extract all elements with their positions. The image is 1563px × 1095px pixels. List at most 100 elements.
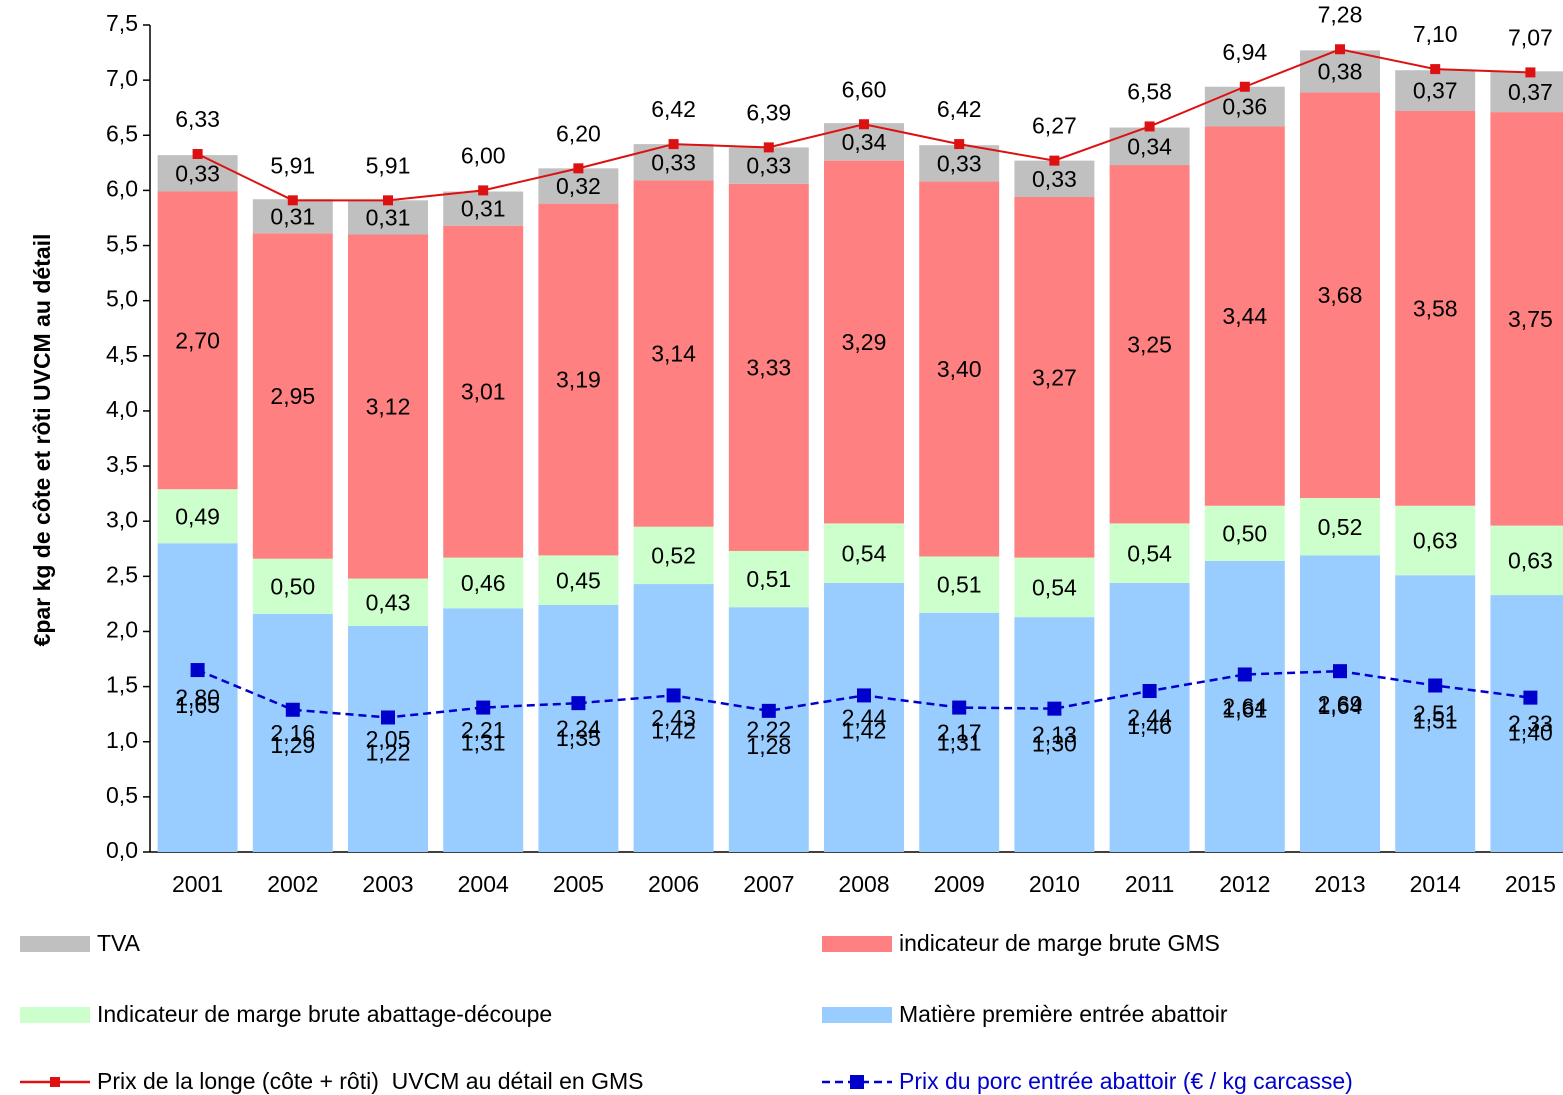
data-label: 1,61 <box>1222 697 1267 723</box>
bar-segment <box>824 523 904 583</box>
data-label: 6,00 <box>461 142 506 168</box>
bar-segment <box>1109 523 1190 583</box>
bar-segment <box>348 578 428 626</box>
bar-segment <box>538 555 619 606</box>
bar-segment <box>728 607 809 852</box>
data-label: 3,01 <box>461 379 506 405</box>
bar-segment <box>252 613 333 852</box>
data-label: 3,40 <box>937 356 982 382</box>
legend-swatch <box>20 1007 90 1023</box>
marker <box>954 139 965 150</box>
bar-segment <box>728 183 809 551</box>
bar-segment <box>252 233 333 559</box>
bar-segment <box>157 543 238 852</box>
data-label: 0,34 <box>842 129 887 155</box>
legend-label: Prix de la longe (côte + rôti) UVCM au d… <box>97 1068 644 1094</box>
data-label: 2,21 <box>461 717 506 743</box>
bar-segment <box>1109 127 1190 166</box>
data-label: 6,58 <box>1127 79 1172 105</box>
data-label: 1,46 <box>1127 713 1172 739</box>
bar-segment <box>633 180 714 527</box>
marker <box>1335 44 1345 55</box>
data-label: 0,63 <box>1413 528 1458 554</box>
x-tick-label: 2014 <box>1410 871 1461 897</box>
bar-segment <box>443 557 524 609</box>
y-tick-label: 2,0 <box>106 617 138 643</box>
y-tick-label: 7,5 <box>106 10 138 36</box>
bar-segment <box>633 526 714 585</box>
data-label: 3,12 <box>366 394 411 420</box>
data-label: 0,37 <box>1508 79 1553 105</box>
y-tick-label: 5,0 <box>106 286 138 312</box>
bar-segment <box>252 558 333 614</box>
data-label: 0,32 <box>556 173 601 199</box>
data-label: 1,30 <box>1032 731 1077 757</box>
marker <box>1144 121 1155 132</box>
legend-label: Prix du porc entrée abattoir (€ / kg car… <box>899 1068 1353 1094</box>
data-label: 2,64 <box>1222 694 1267 720</box>
bar-segment <box>443 608 524 852</box>
y-tick-label: 1,5 <box>106 672 138 698</box>
bar-segment <box>1395 111 1476 506</box>
bar-segment <box>1014 617 1095 852</box>
bar-segment <box>348 200 428 235</box>
data-label: 6,42 <box>651 96 696 122</box>
bar-segment <box>443 191 524 226</box>
marker <box>1237 667 1252 682</box>
legend-label: indicateur de marge brute GMS <box>899 930 1220 956</box>
data-label: 0,33 <box>1032 166 1077 192</box>
data-label: 1,28 <box>746 733 791 759</box>
x-tick-label: 2006 <box>648 871 699 897</box>
bar-segment <box>1395 575 1476 852</box>
data-label: 2,13 <box>1032 722 1077 748</box>
data-label: 3,75 <box>1508 306 1553 332</box>
bar-segment <box>824 160 904 524</box>
bar-segment <box>1395 70 1476 112</box>
data-label: 3,14 <box>651 341 696 367</box>
data-label: 2,22 <box>746 717 791 743</box>
bar-segment <box>1490 525 1563 596</box>
bar-segment <box>348 625 428 852</box>
marker <box>859 119 869 130</box>
marker <box>1142 684 1157 699</box>
bar-segment <box>1395 505 1476 576</box>
data-label: 0,46 <box>461 570 506 596</box>
data-label: 3,33 <box>746 354 791 380</box>
bar-segment <box>1109 165 1190 524</box>
y-tick-label: 4,5 <box>106 341 138 367</box>
data-label: 1,40 <box>1508 720 1553 746</box>
marker <box>478 185 489 196</box>
data-label: 2,95 <box>270 383 315 409</box>
data-label: 1,42 <box>651 717 696 743</box>
bar-segment <box>919 145 1000 182</box>
bar-segment <box>633 584 714 852</box>
data-label: 2,44 <box>842 705 887 731</box>
bar-segment <box>1300 498 1380 556</box>
data-label: 1,42 <box>842 717 887 743</box>
x-tick-label: 2011 <box>1125 871 1174 897</box>
data-label: 7,07 <box>1508 24 1553 50</box>
data-label: 0,33 <box>937 150 982 176</box>
data-label: 5,91 <box>366 152 411 178</box>
marker <box>1333 664 1347 679</box>
data-label: 6,20 <box>556 120 601 146</box>
data-label: 3,19 <box>556 367 601 393</box>
data-label: 3,58 <box>1413 295 1458 321</box>
data-label: 7,10 <box>1413 21 1458 47</box>
bar-segment <box>1300 555 1380 852</box>
marker <box>1523 690 1538 705</box>
data-label: 0,37 <box>1413 78 1458 104</box>
data-label: 2,80 <box>175 685 220 711</box>
bar-segment <box>1204 560 1285 852</box>
x-tick-label: 2010 <box>1029 871 1080 897</box>
legend-label: Indicateur de marge brute abattage-décou… <box>97 1001 552 1027</box>
data-label: 0,36 <box>1222 94 1267 120</box>
bar-segment <box>1014 197 1095 558</box>
data-label: 0,45 <box>556 567 601 593</box>
data-label: 0,54 <box>1032 574 1077 600</box>
data-label: 2,43 <box>651 705 696 731</box>
data-label: 7,28 <box>1318 1 1363 27</box>
legend-swatch <box>20 936 90 952</box>
data-label: 3,25 <box>1127 331 1172 357</box>
